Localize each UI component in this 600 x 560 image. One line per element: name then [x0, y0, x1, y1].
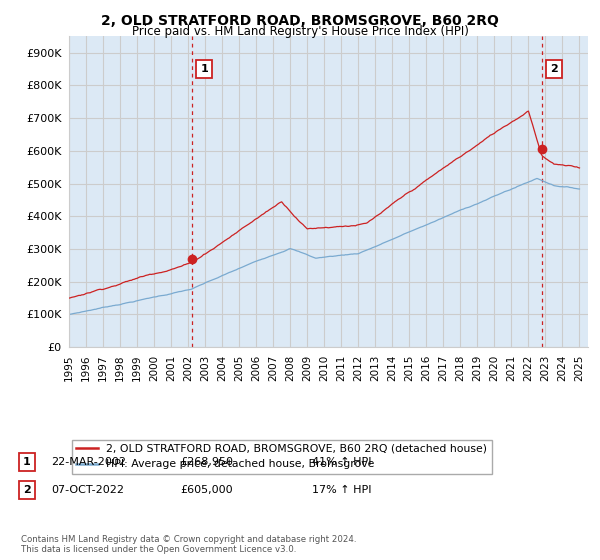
Legend: 2, OLD STRATFORD ROAD, BROMSGROVE, B60 2RQ (detached house), HPI: Average price,: 2, OLD STRATFORD ROAD, BROMSGROVE, B60 2…	[72, 440, 492, 474]
Text: Contains HM Land Registry data © Crown copyright and database right 2024.
This d: Contains HM Land Registry data © Crown c…	[21, 535, 356, 554]
Text: 17% ↑ HPI: 17% ↑ HPI	[312, 485, 371, 495]
Text: 07-OCT-2022: 07-OCT-2022	[51, 485, 124, 495]
Text: 1: 1	[200, 64, 208, 74]
Text: 22-MAR-2002: 22-MAR-2002	[51, 457, 126, 467]
Text: 2: 2	[23, 485, 31, 495]
Text: Price paid vs. HM Land Registry's House Price Index (HPI): Price paid vs. HM Land Registry's House …	[131, 25, 469, 38]
Text: 2: 2	[550, 64, 558, 74]
Text: £605,000: £605,000	[180, 485, 233, 495]
Text: 41% ↑ HPI: 41% ↑ HPI	[312, 457, 371, 467]
Text: £268,950: £268,950	[180, 457, 233, 467]
Text: 1: 1	[23, 457, 31, 467]
Text: 2, OLD STRATFORD ROAD, BROMSGROVE, B60 2RQ: 2, OLD STRATFORD ROAD, BROMSGROVE, B60 2…	[101, 14, 499, 28]
